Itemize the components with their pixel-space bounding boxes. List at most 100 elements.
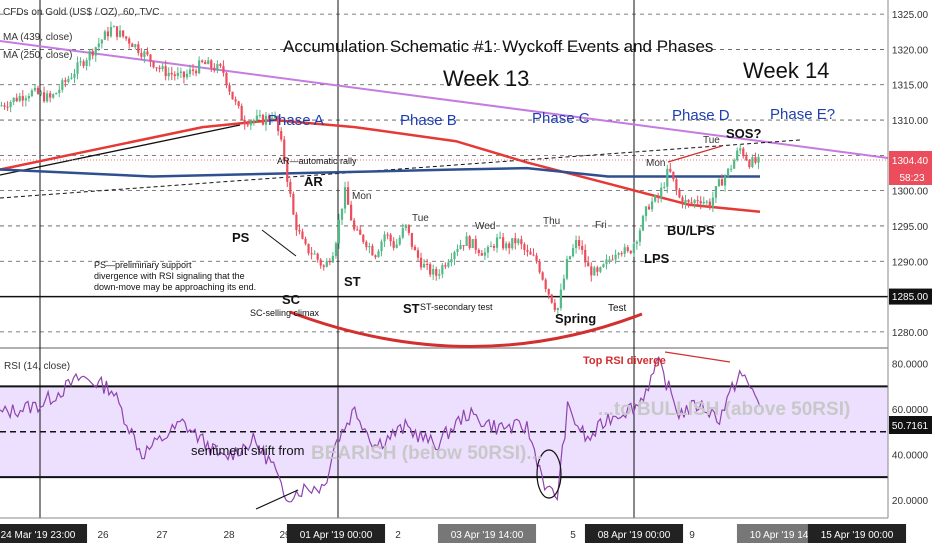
candle-body bbox=[502, 237, 505, 249]
candle-body bbox=[517, 239, 520, 244]
candle-body bbox=[620, 253, 623, 255]
price-tick-label: 1290.00 bbox=[892, 257, 929, 268]
candle-body bbox=[483, 252, 486, 256]
candle-body bbox=[331, 255, 334, 263]
candle-body bbox=[489, 245, 493, 248]
candle-body bbox=[274, 116, 277, 118]
candle-body bbox=[27, 96, 30, 99]
phase-b-label: Phase B bbox=[400, 112, 457, 129]
candle-body bbox=[167, 72, 170, 77]
candle-body bbox=[131, 43, 134, 47]
candle-body bbox=[286, 160, 289, 182]
candle-body bbox=[219, 64, 222, 66]
candle-body bbox=[118, 30, 122, 37]
candle-body bbox=[596, 267, 599, 272]
candle-body bbox=[523, 244, 526, 250]
candle-body bbox=[368, 246, 371, 248]
sc-label: SC bbox=[282, 292, 301, 307]
candle-body bbox=[429, 264, 432, 275]
candle-body bbox=[216, 64, 219, 71]
candle-body bbox=[745, 156, 748, 161]
candle-body bbox=[675, 179, 678, 190]
candle-body bbox=[632, 243, 635, 254]
candle-body bbox=[556, 308, 559, 310]
level-1285-label: 1285.00 bbox=[892, 292, 929, 303]
candle-body bbox=[383, 234, 386, 242]
candle-body bbox=[511, 238, 514, 249]
candle-body bbox=[316, 253, 319, 260]
candle-body bbox=[419, 257, 423, 268]
candle-body bbox=[666, 168, 669, 187]
candle-body bbox=[228, 85, 231, 92]
ps-note-1: PS—preliminary support bbox=[94, 260, 192, 270]
candle-body bbox=[52, 94, 55, 98]
candle-body bbox=[194, 70, 198, 74]
price-tick-label: 1280.00 bbox=[892, 328, 929, 339]
candle-body bbox=[480, 253, 483, 256]
candle-body bbox=[599, 267, 602, 272]
candle-body bbox=[486, 247, 490, 253]
candle-body bbox=[529, 251, 532, 255]
candle-body bbox=[188, 69, 192, 74]
candle-body bbox=[79, 61, 82, 63]
candle-body bbox=[654, 195, 657, 202]
candle-body bbox=[663, 186, 666, 188]
candle-body bbox=[565, 259, 569, 279]
candle-body bbox=[100, 39, 103, 44]
candle-body bbox=[152, 61, 155, 68]
st-note: ST-secondary test bbox=[420, 302, 493, 312]
candle-body bbox=[477, 249, 480, 254]
candle-body bbox=[58, 89, 61, 93]
candle-body bbox=[149, 54, 152, 62]
price-axis[interactable] bbox=[888, 0, 932, 550]
candle-body bbox=[435, 269, 438, 276]
candle-body bbox=[754, 157, 757, 163]
dashed-trendline bbox=[0, 139, 801, 199]
candle-body bbox=[447, 262, 450, 267]
candle-body bbox=[641, 216, 645, 231]
candle-body bbox=[191, 69, 195, 71]
candle-body bbox=[295, 214, 298, 231]
time-tick-label: 08 Apr '19 00:00 bbox=[598, 530, 671, 541]
ma-250-legend[interactable]: MA (250, close) bbox=[3, 50, 72, 61]
candle-body bbox=[359, 229, 362, 235]
candle-body bbox=[444, 265, 447, 267]
candle-body bbox=[61, 80, 64, 90]
resistance-trendline bbox=[0, 40, 889, 159]
candle-body bbox=[255, 115, 258, 121]
candle-body bbox=[49, 93, 52, 98]
candle-body bbox=[9, 101, 12, 108]
candle-body bbox=[426, 263, 429, 265]
candle-body bbox=[498, 237, 502, 239]
candle-body bbox=[356, 229, 359, 231]
candle-body bbox=[717, 179, 721, 187]
candle-body bbox=[547, 289, 550, 295]
ma-439-legend[interactable]: MA (439, close) bbox=[3, 32, 72, 43]
candle-body bbox=[155, 67, 158, 69]
candle-body bbox=[252, 120, 255, 122]
candle-body bbox=[736, 150, 739, 161]
current-price-box bbox=[889, 151, 932, 169]
candle-body bbox=[684, 199, 687, 205]
price-tick-label: 1315.00 bbox=[892, 81, 929, 92]
phase-d-label: Phase D bbox=[672, 107, 730, 124]
candle-body bbox=[24, 98, 27, 101]
candle-body bbox=[15, 97, 18, 102]
candle-body bbox=[270, 117, 274, 119]
candle-body bbox=[39, 92, 43, 94]
candle-body bbox=[535, 255, 538, 262]
time-tick-label: 28 bbox=[223, 530, 235, 541]
price-pane[interactable] bbox=[0, 0, 888, 346]
time-tick-label: 27 bbox=[156, 530, 168, 541]
candle-body bbox=[629, 250, 632, 254]
candle-body bbox=[353, 220, 356, 230]
candle-body bbox=[538, 261, 541, 273]
candle-body bbox=[97, 43, 100, 48]
candle-body bbox=[207, 60, 210, 65]
price-gridlines bbox=[0, 13, 888, 333]
candle-body bbox=[422, 263, 426, 268]
rsi-legend[interactable]: RSI (14, close) bbox=[4, 361, 70, 372]
candle-body bbox=[146, 51, 149, 55]
